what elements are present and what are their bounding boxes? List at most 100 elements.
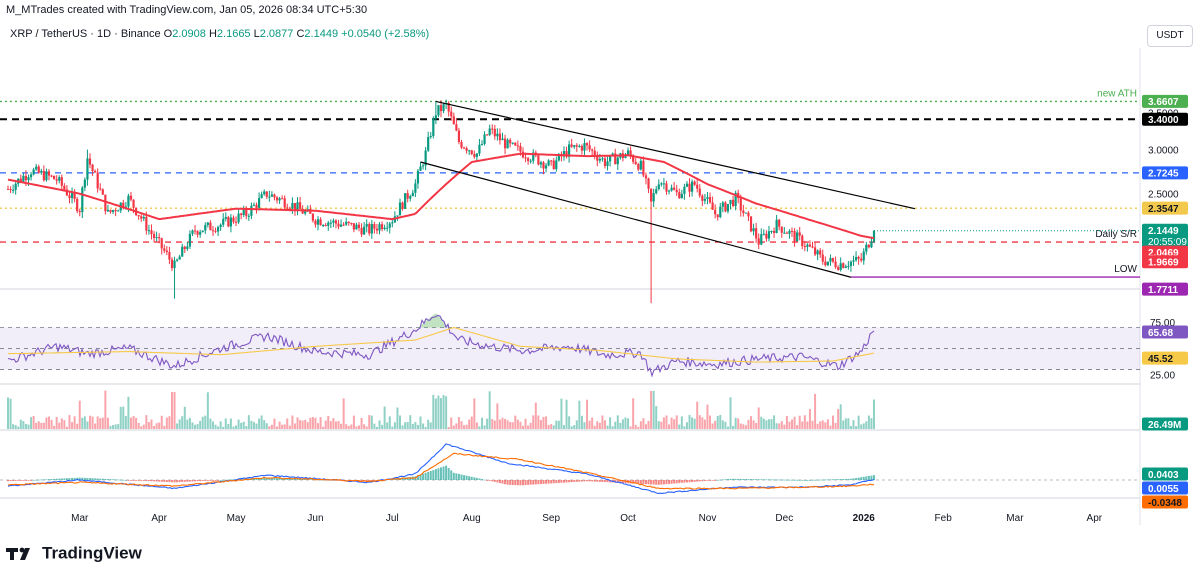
volume-bar bbox=[542, 416, 545, 429]
macd-histogram-bar bbox=[532, 480, 535, 485]
candle-body bbox=[181, 246, 184, 257]
volume-bar bbox=[235, 425, 238, 429]
candle-body bbox=[416, 170, 420, 184]
volume-bar bbox=[147, 422, 150, 429]
tradingview-logo[interactable]: TradingView bbox=[6, 543, 142, 564]
candle-body bbox=[319, 219, 322, 226]
volume-bar bbox=[501, 417, 504, 429]
macd-histogram-bar bbox=[673, 480, 676, 484]
macd-histogram-bar bbox=[632, 480, 635, 484]
volume-bar bbox=[457, 417, 460, 429]
candle-body bbox=[352, 223, 355, 230]
candle-body bbox=[706, 197, 709, 199]
volume-bar bbox=[101, 417, 104, 429]
candle-body bbox=[854, 256, 858, 261]
macd-histogram-bar bbox=[194, 480, 197, 482]
volume-bar bbox=[411, 423, 414, 429]
price-tick-label: 3.0000 bbox=[1148, 146, 1179, 157]
candle-body bbox=[862, 251, 865, 261]
volume-bar bbox=[32, 415, 35, 429]
volume-bar bbox=[222, 426, 225, 429]
candle-body bbox=[455, 124, 458, 131]
volume-bar bbox=[504, 418, 507, 429]
volume-bar bbox=[73, 416, 76, 429]
volume-bar bbox=[765, 420, 768, 429]
volume-panel bbox=[7, 390, 875, 429]
macd-histogram-bar bbox=[832, 479, 835, 481]
candle-body bbox=[532, 152, 535, 161]
candle-body bbox=[158, 237, 161, 239]
candle-body bbox=[511, 142, 514, 144]
volume-bar bbox=[744, 425, 747, 429]
volume-bar bbox=[399, 415, 402, 429]
candle-body bbox=[447, 103, 450, 112]
volume-bar bbox=[181, 416, 184, 429]
candle-body bbox=[350, 222, 353, 224]
macd-histogram-bar bbox=[527, 480, 530, 485]
macd-histogram-bar bbox=[529, 480, 532, 485]
volume-bar bbox=[160, 415, 163, 429]
volume-bar bbox=[176, 423, 179, 429]
macd-histogram-bar bbox=[598, 480, 601, 482]
volume-bar bbox=[639, 421, 642, 429]
volume-bar bbox=[570, 426, 573, 429]
macd-histogram-bar bbox=[775, 479, 778, 481]
candle-body bbox=[111, 210, 115, 212]
candle-body bbox=[304, 211, 307, 214]
macd-histogram-bar bbox=[73, 477, 76, 480]
level-annotation: LOW bbox=[1114, 264, 1137, 275]
candle-body bbox=[152, 234, 156, 239]
candle-body bbox=[767, 231, 771, 239]
macd-histogram-bar bbox=[519, 480, 522, 486]
macd-histogram-bar bbox=[55, 478, 58, 480]
macd-histogram-bar bbox=[552, 480, 555, 484]
volume-bar bbox=[283, 424, 286, 429]
axes: 3.50003.00002.50003.66073.40002.72452.35… bbox=[71, 94, 1188, 524]
macd-histogram-bar bbox=[53, 478, 56, 480]
candle-body bbox=[327, 222, 330, 226]
volume-bar bbox=[383, 406, 386, 429]
candle-body bbox=[142, 217, 145, 219]
volume-bar bbox=[117, 424, 120, 429]
currency-button[interactable]: USDT bbox=[1147, 25, 1193, 47]
candle-body bbox=[47, 171, 51, 176]
macd-histogram-bar bbox=[711, 480, 714, 481]
macd-histogram-bar bbox=[634, 480, 637, 484]
candle-body bbox=[81, 187, 84, 213]
volume-bar bbox=[455, 423, 458, 429]
volume-bar bbox=[588, 420, 591, 429]
volume-bar bbox=[83, 416, 86, 429]
volume-bar bbox=[258, 418, 261, 429]
macd-histogram-bar bbox=[578, 480, 581, 482]
macd-histogram-bar bbox=[729, 478, 732, 480]
volume-bar bbox=[440, 398, 442, 429]
volume-bar bbox=[493, 420, 496, 429]
volume-bar bbox=[614, 421, 617, 429]
candle-body bbox=[86, 158, 89, 180]
candle-body bbox=[765, 233, 768, 239]
high-value: 2.1665 bbox=[216, 28, 251, 40]
candle-body bbox=[649, 188, 653, 202]
macd-histogram-bar bbox=[521, 480, 524, 486]
candle-body bbox=[721, 202, 724, 207]
signal-value-tag-bg bbox=[1142, 495, 1188, 509]
volume-bar bbox=[657, 421, 660, 429]
candle-body bbox=[129, 195, 133, 200]
macd-histogram-bar bbox=[844, 478, 847, 480]
candle-body bbox=[275, 197, 279, 201]
volume-bar bbox=[706, 404, 709, 429]
volume-bar bbox=[767, 419, 770, 429]
candle-body bbox=[355, 224, 358, 230]
candle-body bbox=[734, 192, 737, 206]
candle-body bbox=[204, 225, 207, 231]
candle-body bbox=[50, 175, 53, 177]
macd-value-tag-bg bbox=[1142, 481, 1188, 495]
macd-histogram-bar bbox=[862, 476, 865, 480]
candle-body bbox=[191, 230, 194, 234]
macd-histogram-bar bbox=[222, 479, 225, 481]
candle-body bbox=[322, 224, 325, 226]
volume-bar bbox=[755, 422, 758, 429]
macd-histogram-bar bbox=[706, 480, 709, 481]
volume-bar bbox=[721, 420, 724, 429]
